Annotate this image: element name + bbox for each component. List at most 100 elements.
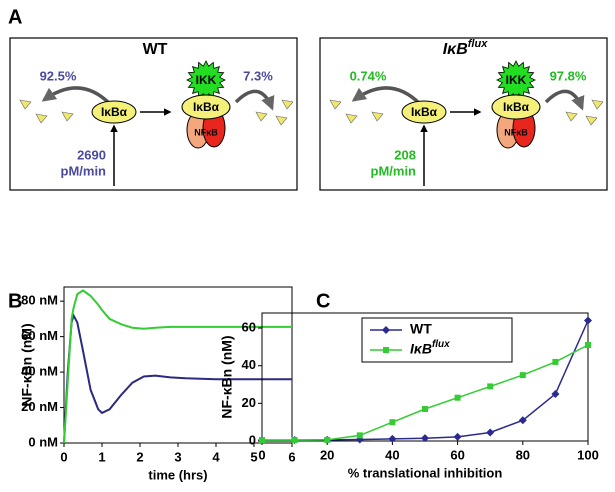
marker	[518, 416, 527, 425]
fragment	[35, 113, 48, 124]
superscript: flux	[468, 38, 488, 50]
ikba-label: IκBα	[193, 100, 220, 114]
x-tick-label: 0	[60, 449, 67, 464]
fragment	[61, 111, 74, 122]
x-tick-label: 20	[320, 447, 334, 462]
y-tick-label: 0	[249, 432, 256, 447]
box	[9, 37, 298, 191]
nfkb-label: NFκB	[504, 127, 528, 137]
degradation-percent: 97.8%	[550, 68, 587, 83]
x-axis-label: time (hrs)	[148, 467, 207, 482]
marker	[259, 437, 265, 444]
x-tick-label: 4	[212, 449, 220, 464]
y-axis-label: NF-κBn (nM)	[219, 335, 235, 418]
fragment	[371, 111, 384, 122]
x-axis-label: % translational inhibition	[348, 465, 503, 480]
rate-unit: pM/min	[371, 163, 417, 178]
ikba	[91, 100, 137, 124]
panel-label: C	[316, 290, 330, 312]
x-tick-label: 100	[577, 447, 599, 462]
degradation-arrow	[234, 89, 275, 111]
nfkb-label: NFκB	[194, 127, 218, 137]
panel-label: A	[8, 6, 22, 28]
y-tick-label: 40 nM	[21, 364, 58, 379]
box-title: IκBflux	[443, 38, 489, 58]
x-tick-label: 40	[385, 447, 399, 462]
ikba	[181, 94, 231, 120]
ikba-label: IκBα	[101, 105, 128, 119]
superscript: flux	[432, 339, 450, 350]
ikba-label: IκBα	[411, 105, 438, 119]
fragment	[585, 115, 598, 126]
fragment	[329, 99, 342, 110]
marker	[454, 394, 461, 401]
legend-marker	[383, 347, 389, 353]
x-tick-label: 80	[516, 447, 530, 462]
degradation-percent: 7.3%	[243, 68, 273, 83]
ikba	[401, 100, 447, 124]
fragment	[275, 115, 288, 126]
y-tick-label: 60	[242, 319, 256, 334]
marker	[519, 372, 526, 379]
marker	[291, 437, 298, 444]
marker	[422, 406, 428, 412]
y-tick-label: 80 nM	[21, 293, 58, 308]
series-line	[63, 312, 292, 444]
marker	[421, 434, 429, 443]
series-line	[63, 289, 292, 444]
marker	[486, 428, 495, 437]
marker	[389, 419, 396, 426]
fragment	[565, 111, 578, 122]
marker	[356, 432, 363, 439]
degradation-arrow	[544, 89, 585, 111]
marker	[585, 342, 591, 348]
legend-label: WT	[410, 321, 432, 337]
y-tick-label: 20	[242, 395, 256, 410]
x-tick-label: 60	[450, 447, 464, 462]
y-tick-label: 0 nM	[28, 434, 58, 449]
marker	[552, 358, 559, 365]
x-tick-label: 1	[98, 449, 105, 464]
marker	[584, 316, 592, 325]
marker	[487, 383, 494, 390]
x-tick-label: 5	[250, 449, 257, 464]
panel-label: B	[8, 290, 22, 312]
ikk	[186, 60, 226, 100]
fragment	[591, 99, 604, 110]
ikba-label: IκBα	[503, 100, 530, 114]
legend-marker	[382, 326, 390, 334]
marker	[324, 436, 331, 443]
rate-unit: pM/min	[61, 163, 107, 178]
marker	[388, 434, 397, 443]
diagram-box: IκBflux 0.74% 97.8% IκBα NFκB IKK IκBα 208pM/mi…	[319, 37, 608, 191]
fragment	[19, 99, 32, 110]
y-tick-label: 40	[242, 357, 256, 372]
x-tick-label: 6	[288, 449, 295, 464]
rate-value: 2690	[77, 147, 106, 162]
degradation-percent: 0.74%	[350, 68, 387, 83]
fragment	[281, 99, 294, 110]
y-tick-label: 60 nM	[21, 328, 58, 343]
ikba	[491, 94, 541, 120]
marker	[453, 432, 462, 441]
x-tick-label: 3	[174, 449, 181, 464]
marker	[551, 389, 560, 398]
y-tick-label: 20 nM	[21, 399, 58, 414]
fragment	[345, 113, 358, 124]
ikk-label: IKK	[506, 73, 527, 87]
box-title: WT	[143, 41, 168, 58]
plot-frame	[63, 286, 293, 444]
ikk	[496, 60, 536, 100]
legend-box	[361, 317, 513, 363]
ikk-label: IKK	[196, 73, 217, 87]
degradation-arrow	[351, 86, 422, 106]
rate-value: 208	[394, 147, 416, 162]
x-tick-label: 2	[136, 449, 143, 464]
fragment	[255, 111, 268, 122]
degradation-arrow	[41, 86, 112, 106]
box	[319, 37, 608, 191]
degradation-percent: 92.5%	[40, 68, 77, 83]
x-tick-label: 0	[258, 447, 265, 462]
